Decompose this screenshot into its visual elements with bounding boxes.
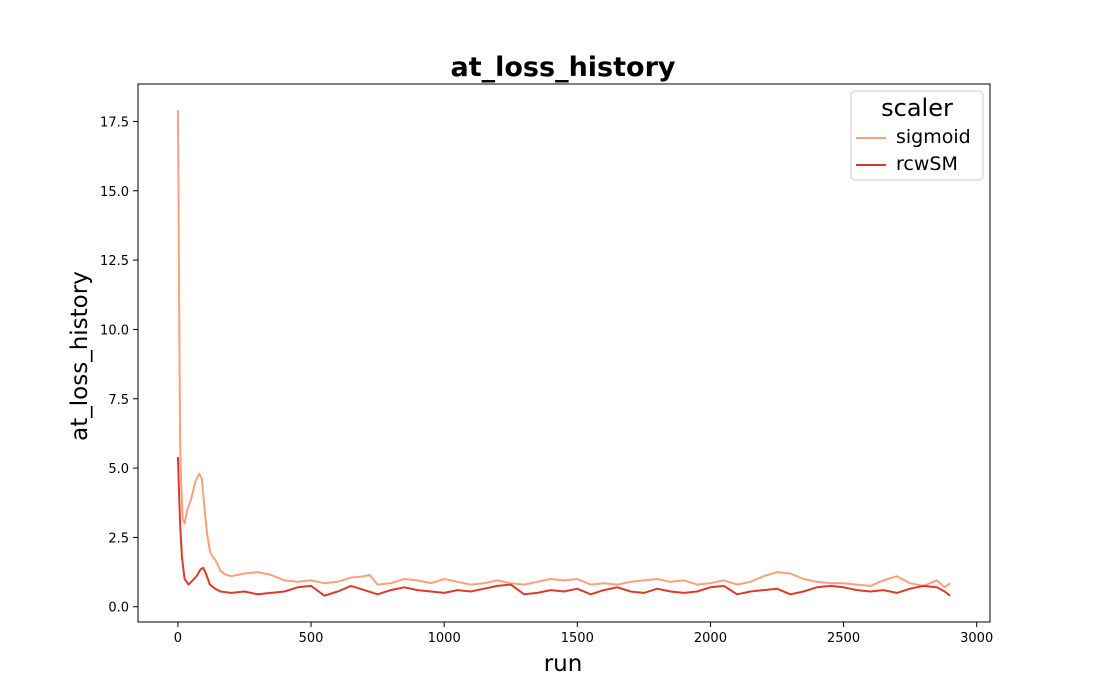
y-axis: 0.0 2.5 5.0 7.5 10.0 12.5 15.0 17.5 <box>100 115 138 616</box>
y-tick-label: 7.5 <box>108 393 129 408</box>
legend: scaler sigmoid rcwSM <box>850 90 984 181</box>
x-axis: 0 500 1000 1500 2000 2500 3000 <box>174 622 993 646</box>
legend-title: scaler <box>881 94 953 122</box>
x-tick-label: 1500 <box>561 631 594 646</box>
plot-area-frame <box>137 83 991 623</box>
legend-label-rcwSM: rcwSM <box>896 153 958 175</box>
y-tick-label: 17.5 <box>100 115 129 130</box>
legend-entries: sigmoid rcwSM <box>856 126 971 175</box>
y-tick-label: 2.5 <box>108 531 129 546</box>
y-tick-label: 0.0 <box>108 601 129 616</box>
y-tick-label: 12.5 <box>100 254 129 269</box>
x-tick-label: 1000 <box>428 631 461 646</box>
legend-box <box>850 90 984 181</box>
x-tick-label: 0 <box>174 631 182 646</box>
y-tick-label: 15.0 <box>100 185 129 200</box>
legend-label-sigmoid: sigmoid <box>896 126 971 148</box>
x-tick-label: 3000 <box>960 631 993 646</box>
chart-title: at_loss_history <box>451 52 676 83</box>
x-tick-label: 2500 <box>827 631 860 646</box>
series-line-rcwSM <box>176 456 951 597</box>
series-line-sigmoid <box>176 110 951 589</box>
y-tick-label: 5.0 <box>108 462 129 477</box>
y-axis-title: at_loss_history <box>67 271 93 441</box>
x-axis-title: run <box>544 651 583 677</box>
x-tick-label: 500 <box>299 631 324 646</box>
series-layer <box>176 110 951 597</box>
x-tick-label: 2000 <box>694 631 727 646</box>
y-tick-label: 10.0 <box>100 323 129 338</box>
